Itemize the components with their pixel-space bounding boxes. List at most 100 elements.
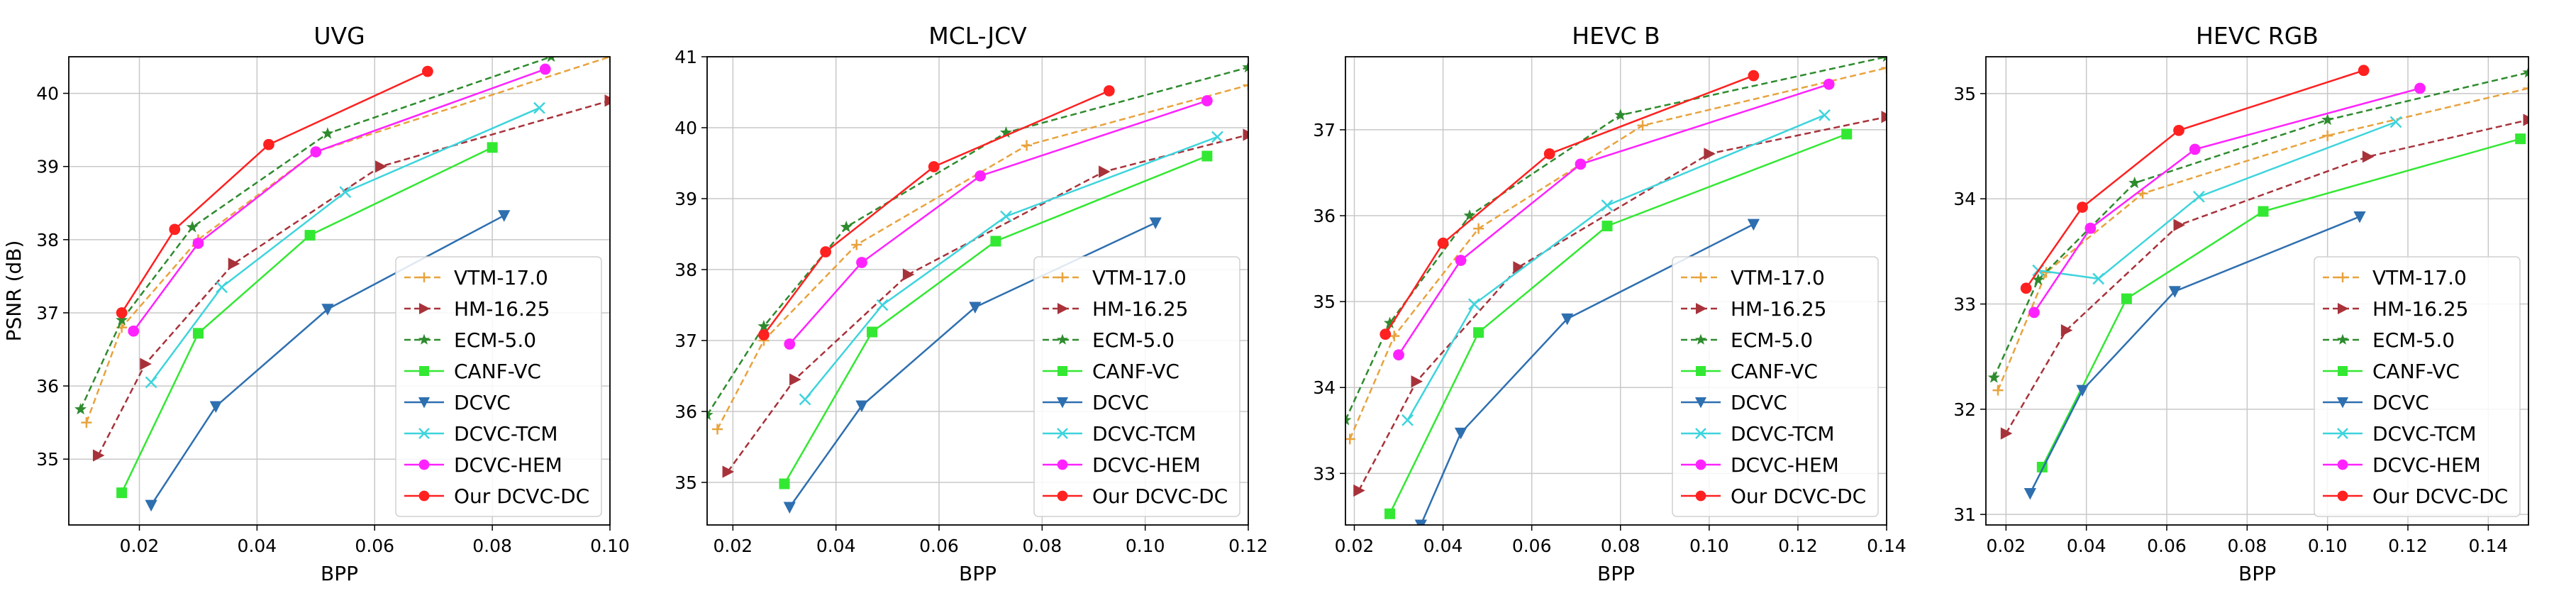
legend-label: ECM-5.0 (1092, 328, 1175, 352)
data-point (2060, 323, 2073, 337)
data-point (487, 142, 498, 153)
data-point (539, 63, 551, 75)
data-point (1882, 57, 1887, 62)
legend-label: CANF-VC (2372, 360, 2460, 383)
data-point (1473, 327, 1484, 338)
y-tick-label: 32 (1953, 399, 1976, 420)
x-tick-label: 0.02 (1986, 536, 2026, 556)
data-point (92, 449, 105, 462)
y-tick-label: 40 (36, 84, 59, 104)
x-axis-label: BPP (2238, 562, 2276, 585)
series-line-dcvc-hem (133, 68, 546, 332)
legend-marker (419, 366, 429, 376)
x-tick-label: 0.08 (2227, 536, 2267, 556)
y-tick-label: 41 (674, 47, 697, 67)
legend-marker (2337, 428, 2348, 439)
data-point (1614, 109, 1627, 121)
data-point (2389, 116, 2402, 128)
x-axis-label: BPP (959, 562, 996, 585)
data-point (263, 138, 274, 150)
x-tick-label: 0.12 (1228, 536, 1268, 556)
chart-title: HEVC RGB (2196, 22, 2319, 50)
y-tick-label: 35 (1313, 292, 1336, 312)
data-point (902, 268, 915, 281)
data-point (990, 236, 1001, 247)
x-tick-label: 0.14 (2468, 536, 2508, 556)
data-point (712, 424, 723, 435)
legend-marker (1695, 459, 1706, 470)
data-point (2128, 177, 2141, 189)
data-point (1473, 223, 1484, 234)
data-point (1345, 433, 1355, 445)
plot-frame (68, 56, 611, 526)
data-point (1601, 221, 1613, 232)
data-point (1881, 111, 1887, 123)
data-point (2522, 66, 2528, 78)
x-tick-label: 0.10 (2308, 536, 2348, 556)
series-group (1987, 65, 2528, 500)
x-tick-label: 0.04 (238, 536, 277, 556)
data-point (321, 304, 334, 316)
legend-label: Our DCVC-DC (454, 485, 589, 508)
chart-title: MCL-JCV (928, 22, 1027, 50)
data-point (975, 170, 987, 182)
legend-label: DCVC-TCM (2372, 422, 2477, 446)
data-point (74, 403, 87, 415)
y-tick-label: 37 (36, 303, 59, 323)
legend-label: DCVC-TCM (1731, 422, 1835, 446)
data-point (1637, 120, 1648, 131)
series-line-dcvc-tcm (2038, 121, 2397, 280)
legend-marker (1057, 428, 1068, 439)
plot-frame (706, 56, 1249, 526)
plot-frame (1985, 56, 2529, 526)
data-point (1243, 79, 1248, 91)
series-line-dcvc-hem (2033, 87, 2421, 314)
y-axis-label: PSNR (dB) (2, 240, 26, 342)
y-tick-label: 38 (674, 260, 697, 280)
series-line-dcvc (2029, 216, 2360, 494)
series-line-ecm-5-0 (79, 57, 552, 410)
x-tick-label: 0.02 (713, 536, 753, 556)
data-point (2192, 190, 2205, 203)
series-line-dcvc-tcm (150, 107, 540, 383)
legend-label: DCVC-HEM (1731, 453, 1839, 477)
chart-title: UVG (313, 22, 365, 50)
data-point (969, 302, 982, 314)
series-line-our-dcvc-dc (121, 70, 428, 314)
plot-frame (1345, 56, 1887, 526)
legend-box (2314, 256, 2521, 517)
legend-label: VTM-17.0 (1092, 266, 1187, 289)
legend-label: VTM-17.0 (454, 266, 548, 289)
x-axis-label: BPP (321, 562, 358, 585)
data-point (1467, 298, 1480, 311)
data-point (1103, 85, 1115, 96)
legend-marker (1056, 397, 1069, 409)
data-point (867, 326, 878, 338)
legend-label: Our DCVC-DC (1092, 485, 1228, 508)
legend-label: CANF-VC (1731, 360, 1818, 383)
legend-marker (2338, 366, 2348, 376)
series-line-hm-16-25 (1358, 116, 1887, 492)
data-point (2362, 150, 2375, 163)
data-point (1345, 414, 1352, 426)
data-point (2092, 272, 2105, 285)
data-point (81, 417, 92, 428)
x-tick-label: 0.10 (590, 536, 630, 556)
subplot-1: 0.02 0.04 0.06 0.08 0.10 0.12 35 36 37 38 39 40 41 MC… (674, 22, 1268, 585)
legend-label: VTM-17.0 (1731, 266, 1825, 289)
data-point (2414, 82, 2426, 94)
data-point (2077, 201, 2088, 213)
subplot-2: 0.02 0.04 0.06 0.08 0.10 0.12 0.14 33 34 35 36 37 HE… (1313, 22, 1906, 585)
data-point (1243, 128, 1248, 141)
legend-marker (1057, 333, 1068, 345)
legend-marker (418, 490, 430, 502)
y-tick-label: 34 (1953, 189, 1976, 209)
y-tick-label: 37 (674, 331, 697, 351)
data-point (722, 465, 735, 478)
data-point (1513, 261, 1525, 274)
data-point (304, 230, 316, 241)
data-point (2321, 114, 2334, 126)
data-point (784, 338, 796, 350)
series-line-our-dcvc-dc (2025, 70, 2365, 289)
x-tick-label: 0.02 (1335, 536, 1375, 556)
